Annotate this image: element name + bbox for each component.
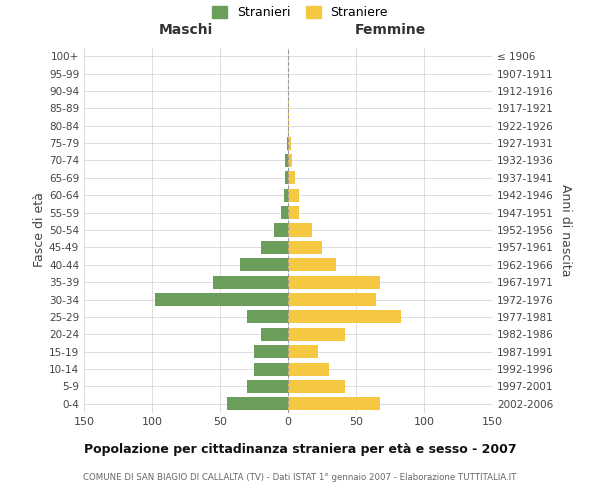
Bar [288, 188, 299, 202]
Bar [288, 398, 380, 410]
Bar [261, 328, 288, 341]
Bar [284, 188, 288, 202]
Bar [241, 258, 288, 272]
Bar [155, 293, 288, 306]
Bar [288, 224, 313, 236]
Bar [288, 380, 345, 393]
Bar [288, 328, 345, 341]
Bar [227, 398, 288, 410]
Bar [288, 362, 329, 376]
Bar [288, 276, 380, 288]
Bar [285, 172, 288, 184]
Bar [288, 206, 299, 219]
Bar [288, 241, 322, 254]
Text: Popolazione per cittadinanza straniera per età e sesso - 2007: Popolazione per cittadinanza straniera p… [83, 442, 517, 456]
Bar [288, 258, 335, 272]
Bar [288, 293, 376, 306]
Bar [288, 345, 318, 358]
Bar [288, 172, 295, 184]
Bar [285, 154, 288, 167]
Bar [287, 136, 288, 149]
Text: Femmine: Femmine [355, 23, 425, 37]
Bar [281, 206, 288, 219]
Bar [288, 136, 291, 149]
Bar [274, 224, 288, 236]
Bar [247, 310, 288, 324]
Bar [254, 362, 288, 376]
Bar [261, 241, 288, 254]
Y-axis label: Fasce di età: Fasce di età [33, 192, 46, 268]
Bar [213, 276, 288, 288]
Text: Maschi: Maschi [159, 23, 213, 37]
Bar [288, 102, 289, 115]
Bar [288, 119, 289, 132]
Bar [288, 154, 292, 167]
Bar [247, 380, 288, 393]
Text: COMUNE DI SAN BIAGIO DI CALLALTA (TV) - Dati ISTAT 1° gennaio 2007 - Elaborazion: COMUNE DI SAN BIAGIO DI CALLALTA (TV) - … [83, 472, 517, 482]
Bar [254, 345, 288, 358]
Bar [288, 310, 401, 324]
Y-axis label: Anni di nascita: Anni di nascita [559, 184, 572, 276]
Legend: Stranieri, Straniere: Stranieri, Straniere [212, 6, 388, 19]
